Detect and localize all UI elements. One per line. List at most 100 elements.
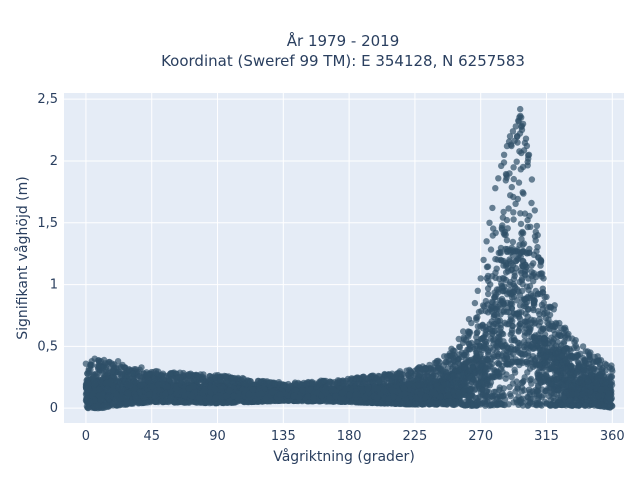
data-point bbox=[521, 374, 528, 381]
data-point bbox=[517, 166, 524, 173]
data-point bbox=[492, 291, 500, 298]
data-point bbox=[545, 316, 552, 323]
data-point bbox=[482, 402, 489, 409]
data-point bbox=[570, 344, 578, 352]
data-point bbox=[546, 402, 553, 409]
data-point bbox=[528, 268, 535, 276]
data-point bbox=[517, 112, 524, 120]
chart-title: År 1979 - 2019 bbox=[287, 31, 400, 50]
data-point bbox=[510, 209, 517, 216]
data-point bbox=[518, 379, 526, 386]
data-point bbox=[506, 390, 514, 398]
data-point bbox=[524, 402, 531, 409]
data-point bbox=[590, 365, 598, 372]
data-point bbox=[520, 190, 527, 197]
data-point bbox=[527, 375, 535, 383]
data-point bbox=[498, 224, 505, 232]
data-point bbox=[450, 357, 457, 364]
data-point bbox=[510, 175, 517, 183]
data-point bbox=[406, 401, 413, 408]
data-point bbox=[483, 275, 490, 282]
data-point bbox=[463, 351, 470, 358]
data-point bbox=[510, 193, 517, 201]
data-point bbox=[280, 382, 288, 389]
data-point bbox=[473, 329, 480, 337]
data-point bbox=[483, 392, 490, 399]
data-point bbox=[492, 274, 499, 281]
data-point bbox=[540, 299, 547, 306]
data-point bbox=[484, 285, 492, 292]
data-point bbox=[502, 375, 509, 382]
data-point bbox=[485, 290, 492, 298]
data-point bbox=[536, 310, 543, 318]
data-point bbox=[513, 297, 521, 304]
data-point bbox=[526, 389, 534, 396]
data-point bbox=[240, 375, 247, 383]
data-point bbox=[523, 142, 531, 150]
data-point bbox=[513, 399, 520, 406]
data-point bbox=[464, 401, 471, 408]
data-point bbox=[503, 237, 511, 244]
data-point bbox=[484, 263, 492, 270]
data-point bbox=[117, 400, 125, 407]
data-point bbox=[500, 393, 507, 400]
data-point bbox=[493, 265, 500, 272]
data-point bbox=[545, 392, 552, 400]
data-point bbox=[532, 237, 539, 244]
data-point bbox=[489, 393, 496, 401]
data-point bbox=[487, 246, 495, 253]
data-point bbox=[533, 222, 541, 230]
data-point bbox=[555, 329, 562, 336]
data-point bbox=[575, 402, 583, 409]
data-point bbox=[462, 337, 470, 344]
data-point bbox=[505, 401, 512, 408]
data-points bbox=[82, 105, 616, 412]
data-point bbox=[508, 142, 515, 150]
data-point bbox=[513, 158, 520, 165]
data-point bbox=[492, 229, 499, 236]
data-point bbox=[581, 357, 588, 364]
data-point bbox=[538, 402, 545, 409]
data-point bbox=[375, 378, 383, 385]
data-point bbox=[589, 359, 597, 366]
data-point bbox=[506, 170, 513, 177]
data-point bbox=[504, 225, 511, 232]
data-point bbox=[505, 205, 512, 212]
data-point bbox=[496, 401, 503, 408]
data-point bbox=[500, 230, 507, 237]
data-point bbox=[518, 384, 526, 391]
data-point bbox=[511, 366, 518, 373]
data-point bbox=[490, 388, 498, 396]
data-point bbox=[608, 373, 616, 380]
data-point bbox=[517, 210, 524, 217]
data-point bbox=[549, 323, 557, 330]
data-point bbox=[473, 314, 480, 322]
data-point bbox=[475, 308, 483, 316]
data-point bbox=[539, 289, 547, 296]
data-point bbox=[417, 370, 424, 378]
data-point bbox=[530, 306, 537, 314]
data-point bbox=[524, 223, 531, 231]
data-point bbox=[508, 183, 515, 191]
data-point bbox=[435, 399, 442, 406]
data-point bbox=[538, 386, 546, 393]
data-point bbox=[441, 398, 448, 405]
data-point bbox=[510, 164, 517, 171]
data-point bbox=[325, 380, 333, 387]
data-point bbox=[519, 402, 527, 409]
data-point bbox=[582, 402, 589, 409]
data-point bbox=[530, 395, 537, 402]
data-point bbox=[465, 346, 473, 353]
data-point bbox=[540, 392, 547, 399]
data-point bbox=[496, 384, 503, 391]
data-point bbox=[572, 353, 579, 361]
data-point bbox=[508, 374, 515, 381]
data-point bbox=[219, 399, 226, 406]
data-point bbox=[465, 328, 473, 336]
data-point bbox=[118, 370, 125, 378]
data-point bbox=[512, 388, 519, 395]
data-point bbox=[172, 399, 179, 406]
data-point bbox=[492, 255, 499, 263]
